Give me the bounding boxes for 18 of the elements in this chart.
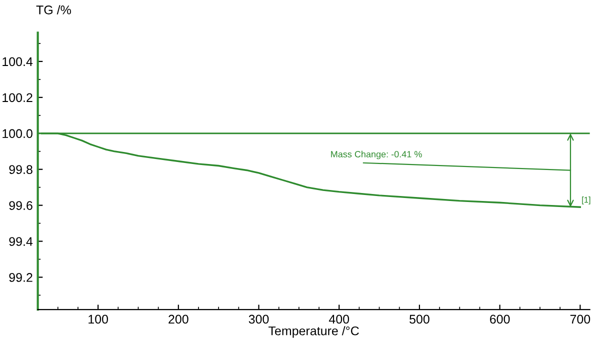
x-tick-label: 400 [328,314,350,324]
annotation: Mass Change: -0.41 % [331,150,422,160]
x-tick-label: 700 [570,314,590,324]
x-tick-label: 600 [490,314,510,324]
y-tick-label: 100.0 [2,129,32,138]
y-tick-label: 99.6 [9,201,32,210]
x-tick-label: 500 [410,314,430,324]
x-tick-label: 100 [88,314,108,324]
y-tick-label: 100.2 [2,93,32,102]
annotation: [1] [582,196,590,204]
y-tick-label: 99.4 [9,237,33,246]
y-tick-label: 100.4 [2,57,33,66]
y-tick-label: 99.2 [9,273,32,282]
x-axis-title: Temperature /°C [268,326,359,338]
x-tick-label: 200 [168,314,188,324]
y-axis-title: TG /% [36,5,71,14]
x-tick-label: 300 [248,314,269,324]
y-tick-label: 99.8 [9,165,32,174]
